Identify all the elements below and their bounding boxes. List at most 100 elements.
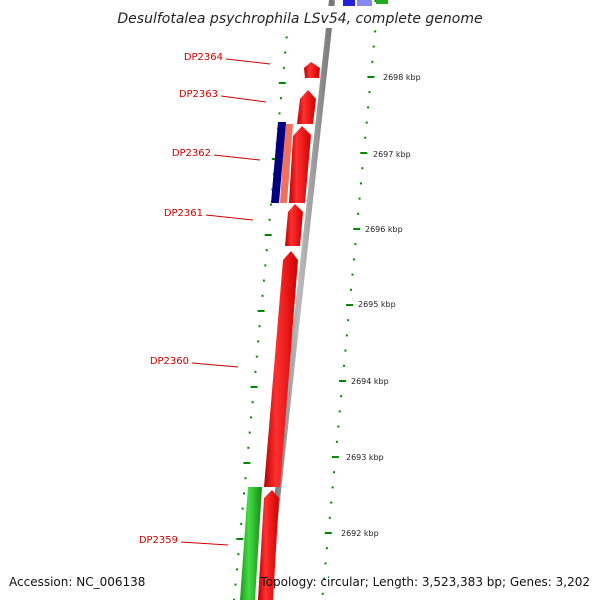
scale-dot	[251, 401, 254, 404]
scale-tick-mark	[360, 152, 368, 154]
topology-text: Topology: circular; Length: 3,523,383 bp…	[260, 575, 590, 589]
scale-dot	[324, 562, 327, 565]
scale-dot	[254, 370, 257, 373]
scale-dot	[241, 507, 244, 510]
label-leader-lines	[180, 58, 271, 546]
scale-dot	[244, 477, 247, 480]
scale-tick-label: 2694 kbp	[351, 377, 389, 386]
scale-dot	[285, 36, 288, 39]
scale-dot	[367, 106, 370, 109]
scale-dot	[325, 547, 328, 550]
scale-dot	[340, 395, 343, 398]
gene-label[interactable]: DP2362	[172, 148, 211, 159]
scale-dot	[335, 440, 338, 443]
scale-dot	[264, 264, 267, 267]
scale-dot	[248, 431, 251, 434]
scale-tick-label: 2698 kbp	[383, 73, 421, 82]
gene-dp2361[interactable]	[285, 204, 303, 246]
scale-tick-mark	[346, 304, 354, 306]
scale-dot	[265, 249, 268, 252]
gene-dp2363[interactable]	[297, 90, 316, 124]
scale-dot	[354, 243, 357, 246]
scale-dot	[374, 30, 377, 33]
scale-dot	[235, 568, 238, 571]
scale-dot	[358, 197, 361, 200]
scale-tick-label: 2695 kbp	[358, 300, 396, 309]
gene-label[interactable]: DP2359	[139, 535, 178, 546]
scale-dot	[278, 112, 281, 115]
scale-tick-label: 2692 kbp	[341, 529, 379, 538]
scale-dot	[345, 334, 348, 337]
scale-dot	[360, 182, 362, 185]
scale-dot	[331, 486, 334, 489]
scale-dot	[371, 60, 374, 63]
scale-tick-mark	[250, 386, 258, 388]
scale-tick-mark	[331, 456, 339, 458]
gene-label[interactable]: DP2363	[179, 89, 218, 100]
scale-dot	[330, 501, 333, 504]
scale-dot	[352, 258, 355, 261]
gene-dp2362[interactable]	[289, 126, 311, 203]
scale-dot	[344, 349, 347, 352]
gene-label[interactable]: DP2364	[184, 52, 223, 63]
scale-dot	[364, 136, 367, 139]
scale-dot	[247, 446, 250, 449]
scale-dot	[233, 598, 236, 600]
scale-dot	[337, 425, 340, 428]
scale-dot	[328, 516, 331, 519]
scale-tick-label: 2697 kbp	[373, 150, 411, 159]
scale-dot	[350, 288, 352, 291]
scale-tick-label: 2693 kbp	[346, 453, 384, 462]
scale-tick-mark	[236, 538, 244, 540]
scale-dot	[357, 212, 360, 215]
gene-dp2359[interactable]	[258, 490, 279, 600]
scale-dot	[284, 51, 287, 54]
scale-dot	[262, 279, 265, 282]
scale-labels: 2698 kbp 2697 kbp 2696 kbp 2695 kbp 2694…	[341, 73, 421, 538]
scale-tick-mark	[243, 462, 251, 464]
top-green-feature	[376, 0, 388, 4]
genome-title: Desulfotalea psychrophila LSv54, complet…	[117, 11, 482, 27]
inner-dotted-ring	[233, 6, 293, 600]
scale-dot	[243, 492, 245, 495]
scale-dot	[338, 410, 341, 413]
scale-tick-mark	[324, 532, 332, 534]
gene-dp2362-reverse[interactable]	[271, 122, 286, 203]
scale-dot	[257, 340, 260, 343]
gene-dp2360[interactable]	[264, 251, 298, 487]
scale-dot	[270, 203, 272, 206]
scale-dot	[333, 471, 335, 474]
accession-text: Accession: NC_006138	[9, 575, 146, 589]
top-blue-light-feature	[357, 0, 372, 6]
scale-dot	[261, 294, 264, 297]
scale-tick-mark	[339, 380, 346, 382]
scale-dot	[250, 416, 253, 419]
scale-dot	[240, 522, 243, 525]
scale-dot	[347, 319, 350, 322]
scale-dot	[323, 577, 326, 580]
scale-dot	[234, 583, 237, 586]
scale-tick-mark	[264, 234, 272, 236]
scale-dot	[365, 121, 368, 124]
scale-dot	[258, 325, 261, 328]
scale-tick-label: 2696 kbp	[365, 225, 403, 234]
scale-dot	[321, 592, 324, 595]
gene-label[interactable]: DP2360	[150, 356, 189, 367]
gene-dp2364[interactable]	[304, 62, 320, 78]
rna-feature-green[interactable]	[240, 487, 262, 600]
gene-features	[240, 62, 320, 600]
title-backdrop	[118, 6, 482, 28]
scale-dot	[361, 167, 364, 170]
scale-dot	[372, 45, 375, 48]
scale-dot	[237, 553, 240, 556]
outer-scale-ring	[321, 0, 382, 595]
scale-tick-mark	[367, 76, 375, 78]
top-blue-feature	[343, 0, 355, 6]
scale-tick-mark	[278, 82, 286, 84]
scale-dot	[368, 91, 371, 94]
scale-dot	[279, 97, 282, 100]
gene-label[interactable]: DP2361	[164, 208, 203, 219]
scale-dot	[351, 273, 354, 276]
scale-tick-mark	[257, 310, 265, 312]
